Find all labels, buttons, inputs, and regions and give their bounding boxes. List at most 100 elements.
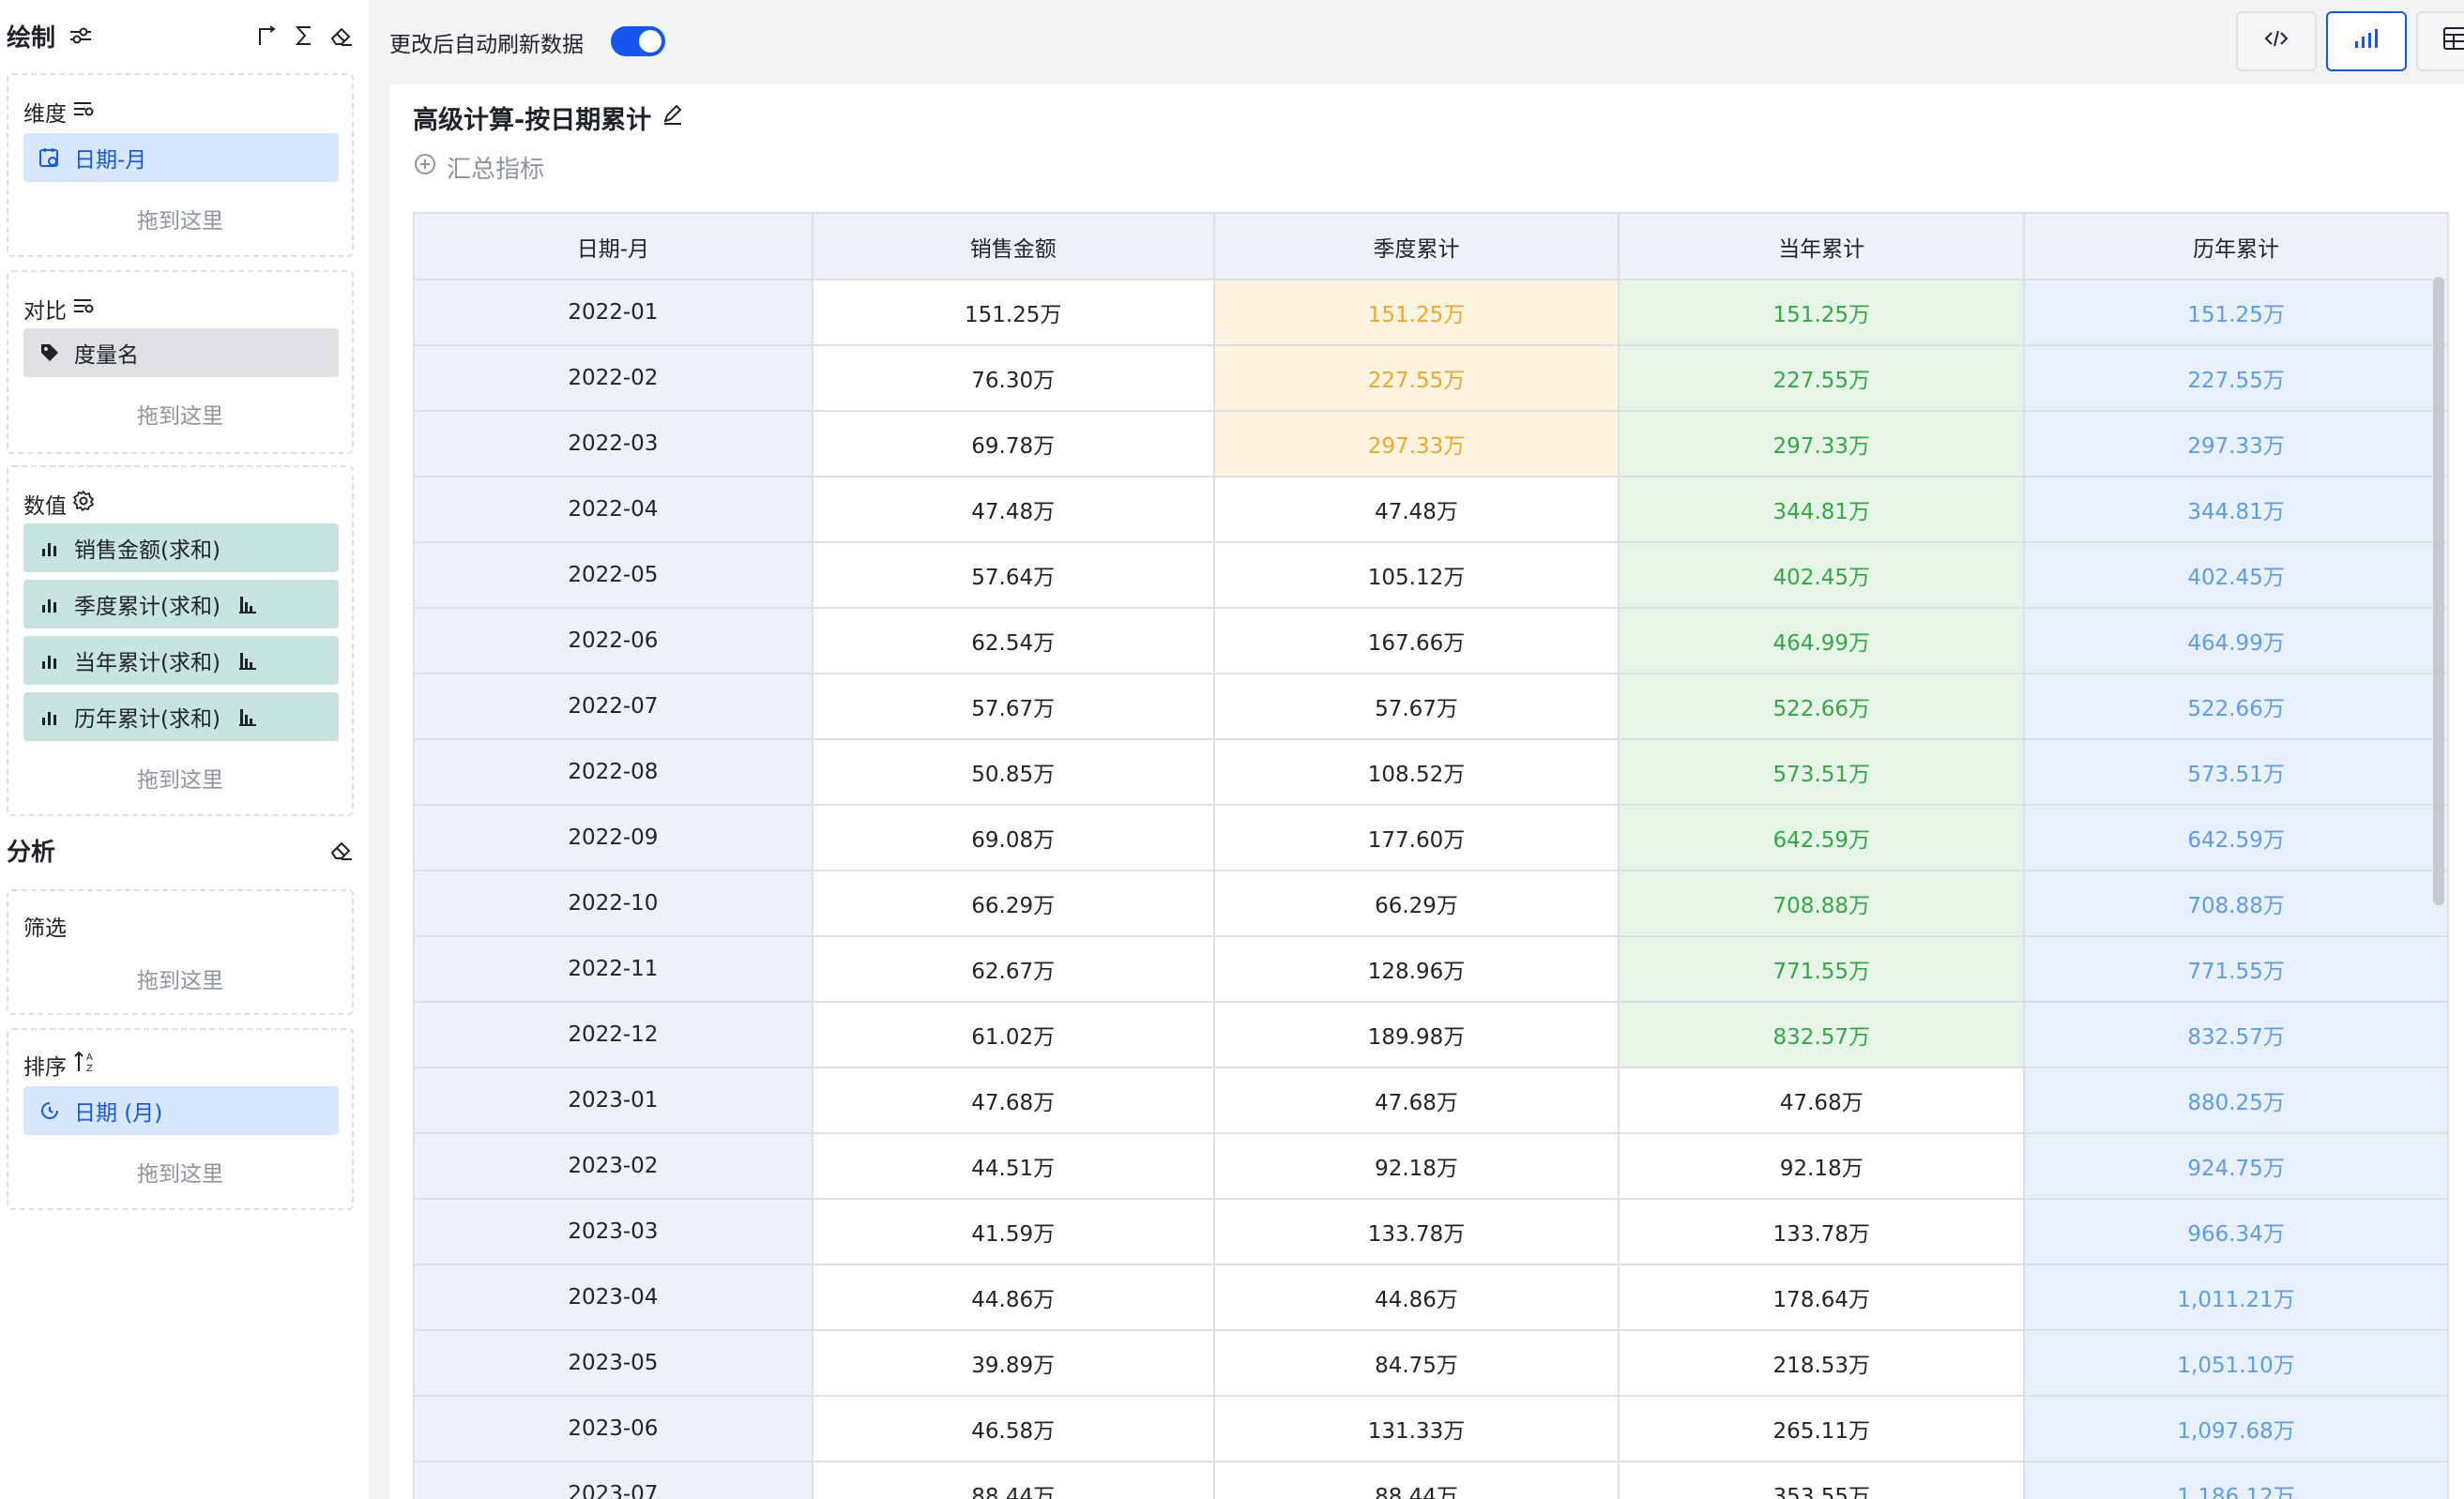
value-pill-label: 当年累计(求和) <box>74 651 221 675</box>
list-settings-icon[interactable] <box>72 99 95 124</box>
table-cell: 2022-08 <box>415 739 814 806</box>
table-cell: 69.08万 <box>812 805 1215 871</box>
chart-view-button[interactable] <box>2326 11 2407 71</box>
values-label-row: 数值 <box>23 488 95 520</box>
table-cell: 105.12万 <box>1213 542 1620 609</box>
table-cell: 708.88万 <box>1619 871 2026 937</box>
edit-pencil-icon[interactable] <box>661 102 685 133</box>
axis-icon[interactable] <box>252 22 281 50</box>
table-cell: 771.55万 <box>2024 936 2449 1003</box>
bar-chart-icon <box>38 537 61 559</box>
sum-icon[interactable] <box>290 22 318 50</box>
filter-label: 筛选 <box>23 916 67 941</box>
draw-title: 绘制 <box>7 23 56 53</box>
table-cell: 2022-09 <box>415 805 814 871</box>
settings-sliders-icon[interactable] <box>65 20 97 52</box>
code-view-button[interactable] <box>2236 11 2317 71</box>
table-cell: 92.18万 <box>1619 1133 2026 1200</box>
values-zone[interactable]: 数值 销售金额(求和) 季度累计(求和) 当年累计(求和) <box>7 465 354 816</box>
column-header[interactable]: 历年累计 <box>2024 214 2449 280</box>
value-pill-sales[interactable]: 销售金额(求和) <box>23 523 339 572</box>
table-cell: 522.66万 <box>1619 674 2026 740</box>
table-cell: 2023-06 <box>415 1396 814 1462</box>
table-cell: 464.99万 <box>1619 608 2026 674</box>
card-title: 高级计算-按日期累计 <box>413 106 652 135</box>
table-row: 2022-09 69.08万 177.60万 642.59万 642.59万 <box>415 805 2449 871</box>
svg-text:Z: Z <box>86 1064 93 1074</box>
eraser-icon[interactable] <box>327 836 356 864</box>
gear-icon[interactable] <box>72 490 95 518</box>
table-cell: 128.96万 <box>1213 936 1620 1003</box>
table-cell: 151.25万 <box>1213 280 1620 346</box>
plus-circle-icon <box>413 152 437 183</box>
column-header[interactable]: 日期-月 <box>415 214 814 280</box>
eraser-icon[interactable] <box>327 22 356 50</box>
table-cell: 218.53万 <box>1619 1330 2026 1397</box>
table-cell: 2023-05 <box>415 1330 814 1397</box>
table-view-button[interactable] <box>2416 11 2464 71</box>
value-pill-year[interactable]: 当年累计(求和) <box>23 636 339 685</box>
table-cell: 131.33万 <box>1213 1396 1620 1462</box>
column-header[interactable]: 季度累计 <box>1213 214 1620 280</box>
table-cell: 57.67万 <box>1213 674 1620 740</box>
table-row: 2022-12 61.02万 189.98万 832.57万 832.57万 <box>415 1002 2449 1068</box>
table-cell: 66.29万 <box>812 871 1215 937</box>
auto-refresh-toggle[interactable] <box>611 26 665 56</box>
dimension-zone[interactable]: 维度 日期-月 拖到这里 <box>7 73 354 257</box>
column-header[interactable]: 销售金额 <box>812 214 1215 280</box>
compare-zone[interactable]: 对比 度量名 拖到这里 <box>7 270 354 454</box>
table-cell: 50.85万 <box>812 739 1215 806</box>
table-cell: 44.51万 <box>812 1133 1215 1200</box>
table-cell: 133.78万 <box>1213 1199 1620 1265</box>
table-cell: 522.66万 <box>2024 674 2449 740</box>
table-row: 2022-07 57.67万 57.67万 522.66万 522.66万 <box>415 674 2449 740</box>
sort-drop-hint: 拖到这里 <box>137 1162 223 1187</box>
table-cell: 151.25万 <box>812 280 1215 346</box>
table-row: 2023-04 44.86万 44.86万 178.64万 1,011.21万 <box>415 1264 2449 1331</box>
table-row: 2022-05 57.64万 105.12万 402.45万 402.45万 <box>415 542 2449 609</box>
list-settings-icon[interactable] <box>72 296 95 321</box>
table-cell: 227.55万 <box>2024 345 2449 412</box>
table-cell: 92.18万 <box>1213 1133 1620 1200</box>
table-cell: 1,186.12万 <box>2024 1461 2449 1499</box>
table-cell: 297.33万 <box>2024 411 2449 477</box>
table-cell: 47.68万 <box>1619 1067 2026 1134</box>
table-cell: 47.68万 <box>812 1067 1215 1134</box>
compare-pill[interactable]: 度量名 <box>23 328 339 377</box>
table-cell: 47.48万 <box>1213 477 1620 543</box>
table-cell: 189.98万 <box>1213 1002 1620 1068</box>
table-cell: 61.02万 <box>812 1002 1215 1068</box>
filter-zone[interactable]: 筛选 拖到这里 <box>7 889 354 1015</box>
table-cell: 2023-02 <box>415 1133 814 1200</box>
table-cell: 297.33万 <box>1213 411 1620 477</box>
table-cell: 47.68万 <box>1213 1067 1620 1134</box>
table-cell: 1,097.68万 <box>2024 1396 2449 1462</box>
value-pill-history[interactable]: 历年累计(求和) <box>23 692 339 741</box>
table-row: 2023-03 41.59万 133.78万 133.78万 966.34万 <box>415 1199 2449 1265</box>
cumulative-calc-icon <box>237 594 258 614</box>
table-cell: 297.33万 <box>1619 411 2026 477</box>
table-cell: 151.25万 <box>1619 280 2026 346</box>
dimension-pill[interactable]: 日期-月 <box>23 133 339 182</box>
table-cell: 344.81万 <box>2024 477 2449 543</box>
sort-pill[interactable]: 日期 (月) <box>23 1086 339 1135</box>
value-pill-quarter[interactable]: 季度累计(求和) <box>23 580 339 628</box>
table-cell: 84.75万 <box>1213 1330 1620 1397</box>
table-cell: 2022-06 <box>415 608 814 674</box>
table-cell: 57.64万 <box>812 542 1215 609</box>
column-header[interactable]: 当年累计 <box>1619 214 2026 280</box>
table-cell: 44.86万 <box>812 1264 1215 1331</box>
summary-label: 汇总指标 <box>447 156 545 184</box>
table-cell: 177.60万 <box>1213 805 1620 871</box>
table-cell: 41.59万 <box>812 1199 1215 1265</box>
table-cell: 573.51万 <box>1619 739 2026 806</box>
add-summary-button[interactable]: 汇总指标 <box>413 150 544 185</box>
table-row: 2023-05 39.89万 84.75万 218.53万 1,051.10万 <box>415 1330 2449 1397</box>
bar-chart-icon <box>38 593 61 615</box>
values-drop-hint: 拖到这里 <box>137 768 223 793</box>
table-row: 2022-11 62.67万 128.96万 771.55万 771.55万 <box>415 936 2449 1003</box>
table-scrollbar[interactable] <box>2433 277 2444 905</box>
cumulative-calc-icon <box>237 650 258 671</box>
